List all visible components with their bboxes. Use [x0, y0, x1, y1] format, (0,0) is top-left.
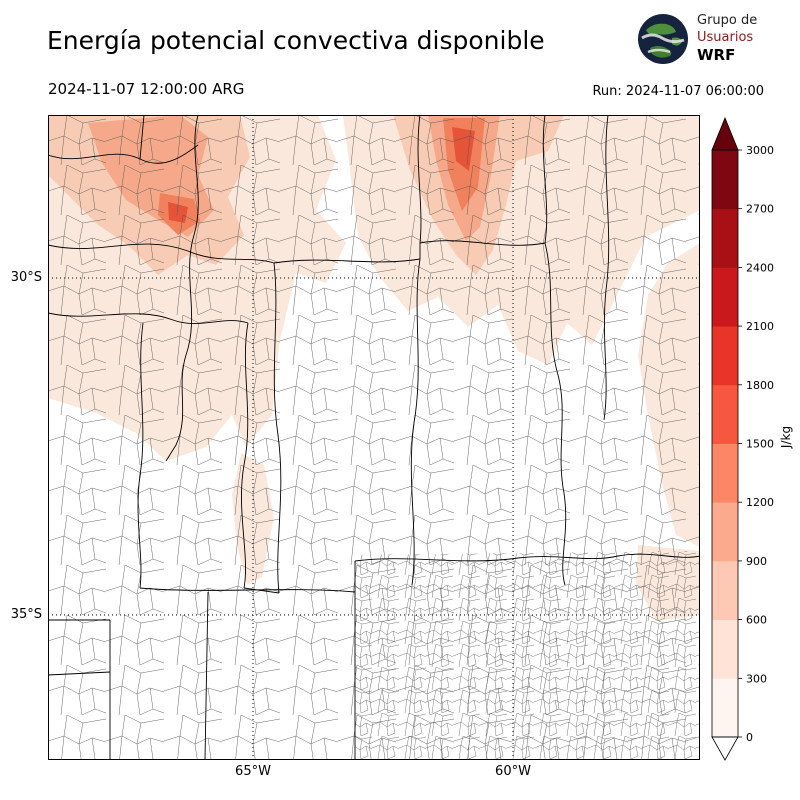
colorbar-units-label: J/kg	[779, 425, 793, 449]
wrf-users-group-logo: Grupo de Usuarios WRF	[636, 12, 757, 66]
province-boundaries	[48, 115, 700, 760]
graticule	[48, 115, 700, 760]
colorbar-tick-label: 2100	[746, 320, 774, 333]
logo-text-line1: Grupo de	[697, 13, 758, 29]
logo-text-line2: Usuarios	[697, 29, 754, 45]
colorbar-tick-label: 3000	[746, 144, 774, 157]
colorbar-segment	[712, 150, 738, 210]
lat-label-30s: 30°S	[10, 270, 42, 285]
colorbar-canvas: 0 300 600 900 1200 1500 1800 2100 2400 2700 3000	[711, 116, 774, 761]
colorbar-tick-label: 2400	[746, 261, 774, 274]
colorbar-segment	[712, 560, 738, 620]
colorbar-segment	[712, 326, 738, 386]
map-canvas	[48, 115, 700, 760]
valid-time-label: 2024-11-07 12:00:00 ARG	[48, 80, 245, 98]
colorbar-segment	[712, 208, 738, 268]
globe-icon	[638, 14, 688, 64]
map-frame	[48, 115, 700, 760]
logo-text-wrf: WRF	[697, 45, 736, 64]
colorbar-under-arrow	[711, 736, 739, 761]
colorbar-tick-label: 0	[746, 731, 753, 744]
colorbar-segment	[712, 384, 738, 444]
colorbar-tick-label: 1800	[746, 379, 774, 392]
colorbar-tick-label: 2700	[746, 203, 774, 216]
colorbar-segment	[712, 619, 738, 679]
buenos-aires-department-mesh	[355, 551, 700, 760]
lon-label-65w: 65°W	[235, 764, 271, 779]
colorbar-segment	[712, 443, 738, 503]
run-time-label: Run: 2024-11-07 06:00:00	[592, 84, 764, 99]
colorbar-tick-label: 1200	[746, 496, 774, 509]
colorbar-over-arrow	[711, 116, 739, 151]
colorbar-segment	[712, 678, 738, 738]
colorbar-tick-label: 300	[746, 672, 767, 685]
page-title: Energía potencial convectiva disponible	[47, 26, 545, 55]
lat-label-35s: 35°S	[10, 607, 42, 622]
colorbar-tick-label: 900	[746, 555, 767, 568]
colorbar-tick-label: 600	[746, 614, 767, 627]
colorbar-tick-label: 1500	[746, 438, 774, 451]
colorbar-segment	[712, 502, 738, 562]
lon-label-60w: 60°W	[495, 764, 531, 779]
colorbar-segment	[712, 267, 738, 327]
colorbar: 0 300 600 900 1200 1500 1800 2100 2400 2700 3000	[708, 105, 798, 774]
map-panel	[48, 115, 700, 760]
